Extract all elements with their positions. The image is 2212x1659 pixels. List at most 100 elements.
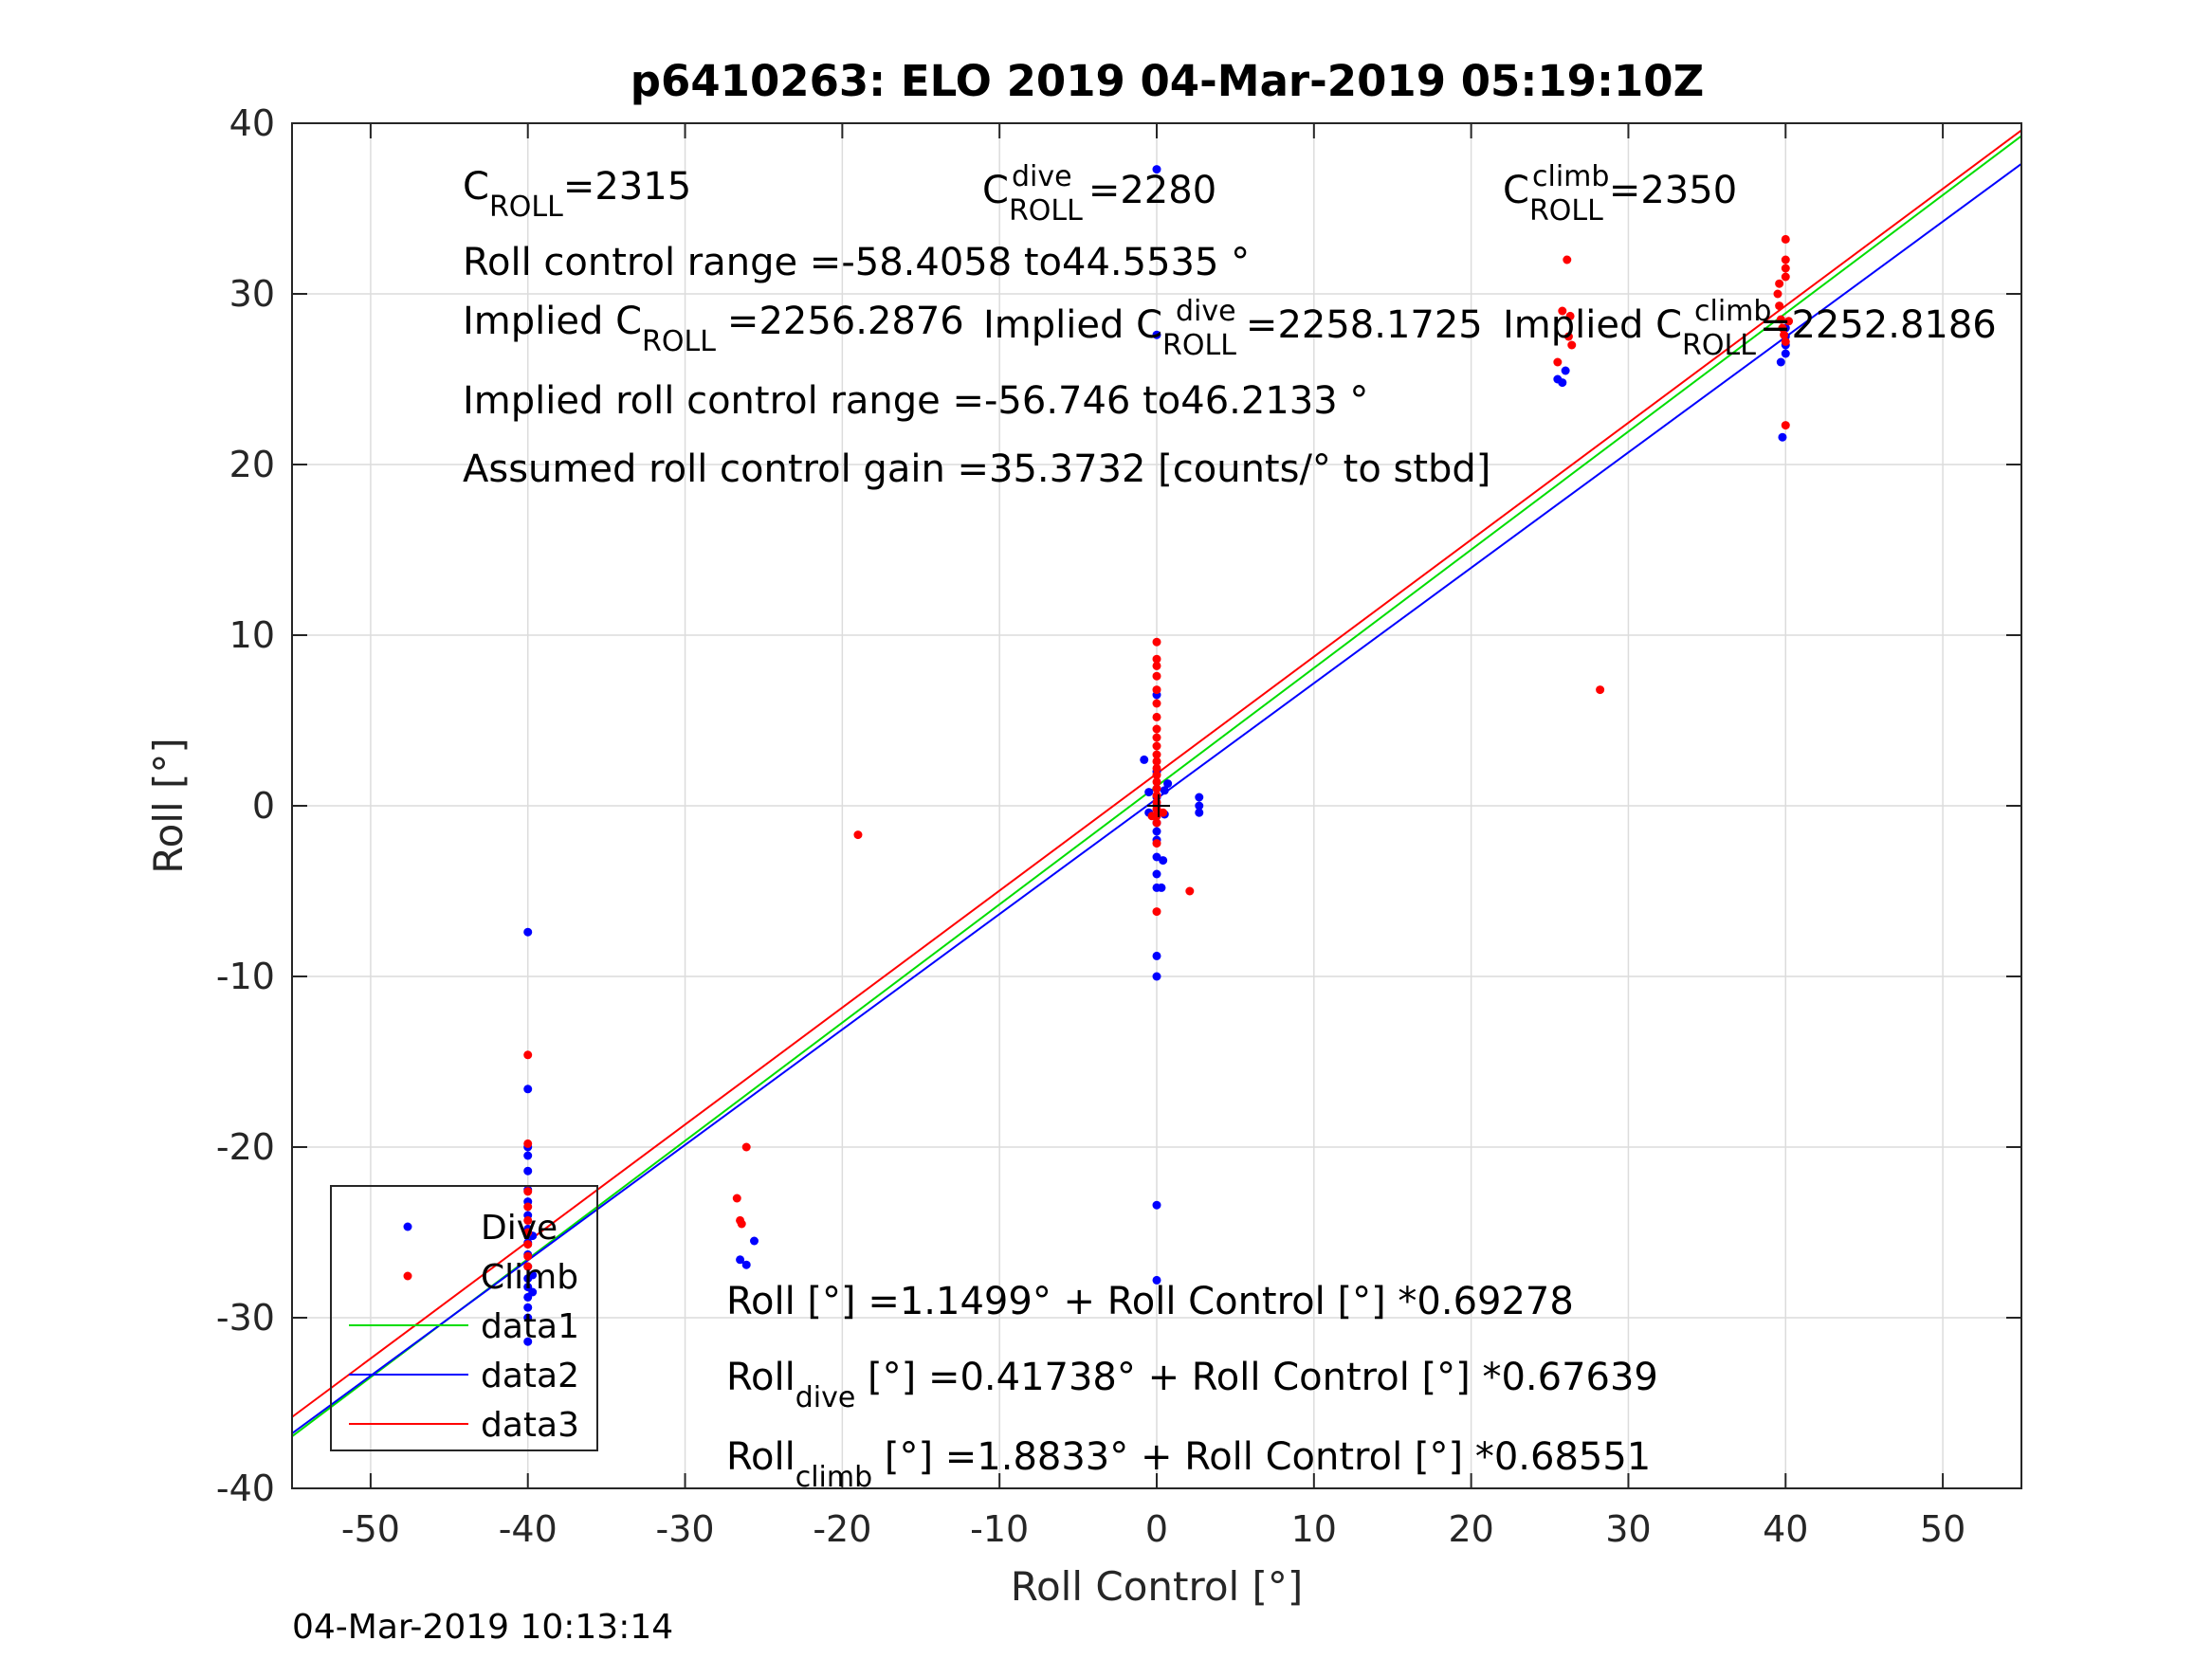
dive-point	[1152, 827, 1161, 836]
legend-label-data2: data2	[481, 1357, 579, 1395]
climb-point	[1781, 234, 1790, 244]
y-axis-label: Roll [°]	[145, 738, 192, 873]
climb-point	[1152, 771, 1161, 780]
dive-point	[1152, 1200, 1161, 1210]
annotation-implied-range: Implied roll control range =-56.746 to46…	[463, 379, 1368, 423]
climb-point	[1778, 323, 1787, 333]
climb-point	[1152, 637, 1161, 647]
annotation-implied-dive: Implied CROLL =2258.1725	[983, 303, 1483, 362]
climb-point	[1185, 886, 1195, 896]
dive-point	[1152, 869, 1161, 879]
dive-point	[1558, 378, 1567, 388]
climb-point	[1152, 839, 1161, 848]
dive-point	[1140, 755, 1149, 764]
climb-point	[1152, 654, 1161, 664]
dive-point	[1160, 786, 1169, 795]
annotation-c-climb-sup: climb	[1532, 160, 1609, 193]
y-tick-label: -30	[216, 1297, 275, 1339]
dive-point	[528, 1270, 538, 1280]
dive-point	[1195, 808, 1204, 817]
climb-point	[1596, 685, 1605, 695]
climb-point	[1147, 811, 1157, 821]
climb-point	[1152, 699, 1161, 708]
climb-point	[1152, 777, 1161, 787]
dive-point	[1776, 357, 1785, 367]
climb-point	[1563, 332, 1573, 341]
y-tick-label: -10	[216, 956, 275, 997]
annotation-implied-climb-sup: climb	[1694, 295, 1771, 328]
climb-point	[1152, 750, 1161, 759]
climb-point	[1558, 306, 1567, 316]
climb-point	[1781, 255, 1790, 264]
annotation-c-dive: CROLL =2280	[982, 169, 1216, 228]
data-points	[523, 165, 1794, 1346]
x-tick-label: 10	[1291, 1508, 1337, 1550]
climb-point	[1775, 301, 1784, 311]
climb-point	[523, 1050, 533, 1060]
y-tick-label: -40	[216, 1468, 275, 1509]
climb-point	[1152, 661, 1161, 670]
dive-point	[1152, 1275, 1161, 1285]
climb-point	[523, 1202, 533, 1212]
legend-items: Dive Climb data1 data2 data3	[349, 1209, 579, 1445]
equation-dive: Rolldive [°] =0.41738° + Roll Control [°…	[726, 1356, 1658, 1414]
x-tick-label: -50	[341, 1508, 400, 1550]
x-tick-label: -10	[970, 1508, 1029, 1550]
climb-point	[1781, 264, 1790, 273]
legend-marker-dive	[403, 1222, 412, 1231]
climb-point	[523, 1240, 533, 1249]
annotation-implied-climb: Implied CROLL =2252.8186	[1503, 303, 1997, 362]
chart-title: p6410263: ELO 2019 04-Mar-2019 05:19:10Z	[631, 56, 1704, 106]
legend: Dive Climb data1 data2 data3	[330, 1185, 598, 1451]
climb-point	[1781, 337, 1790, 346]
legend-label-data1: data1	[481, 1307, 579, 1346]
climb-point	[1780, 330, 1789, 339]
climb-point	[523, 1215, 533, 1225]
climb-point	[1776, 315, 1785, 324]
climb-point	[853, 830, 863, 840]
climb-point	[1152, 741, 1161, 751]
dive-point	[1144, 788, 1154, 797]
axis-ticks: -50 -40 -30 -20 -10 0 10 20 30 40 50 -40 -30 -20 -10 0 1…	[216, 102, 2021, 1550]
climb-point	[523, 1262, 533, 1271]
climb-point	[1781, 421, 1790, 430]
x-tick-label: -20	[813, 1508, 871, 1550]
y-tick-label: 40	[229, 102, 275, 144]
x-axis-label: Roll Control [°]	[1011, 1563, 1304, 1610]
climb-point	[1152, 685, 1161, 695]
dive-point	[1152, 165, 1161, 174]
climb-point	[523, 1228, 533, 1237]
climb-point	[1563, 255, 1572, 264]
climb-point	[1152, 907, 1161, 917]
climb-point	[1567, 340, 1577, 350]
x-tick-label: 20	[1448, 1508, 1493, 1550]
climb-point	[1159, 808, 1168, 817]
annotation-gain: Assumed roll control gain =35.3732 [coun…	[463, 447, 1490, 491]
legend-marker-climb	[403, 1271, 412, 1281]
annotation-c-roll: CROLL=2315	[463, 165, 691, 224]
dive-point	[1561, 366, 1570, 375]
dive-point	[528, 1287, 538, 1297]
climb-point	[741, 1142, 751, 1152]
annotation-implied-dive-sup: dive	[1176, 295, 1236, 328]
timestamp: 04-Mar-2019 10:13:14	[292, 1608, 673, 1647]
dive-point	[736, 1255, 745, 1265]
y-tick-label: 20	[229, 444, 275, 485]
y-tick-label: -20	[216, 1126, 275, 1168]
climb-point	[1152, 818, 1161, 828]
climb-point	[1152, 712, 1161, 721]
dive-point	[750, 1236, 759, 1246]
annotations: CROLL=2315 dive CROLL =2280 climb CROLL =2…	[463, 160, 1997, 1494]
climb-point	[523, 1251, 533, 1261]
dive-point	[741, 1260, 751, 1269]
climb-point	[1152, 757, 1161, 766]
dive-point	[1781, 349, 1790, 358]
dive-point	[1152, 951, 1161, 960]
climb-point	[1152, 784, 1161, 793]
climb-point	[737, 1219, 746, 1229]
dive-point	[1152, 330, 1161, 339]
climb-point	[1781, 272, 1790, 282]
annotation-c-dive-sup: dive	[1012, 160, 1072, 193]
climb-point	[1773, 289, 1782, 299]
